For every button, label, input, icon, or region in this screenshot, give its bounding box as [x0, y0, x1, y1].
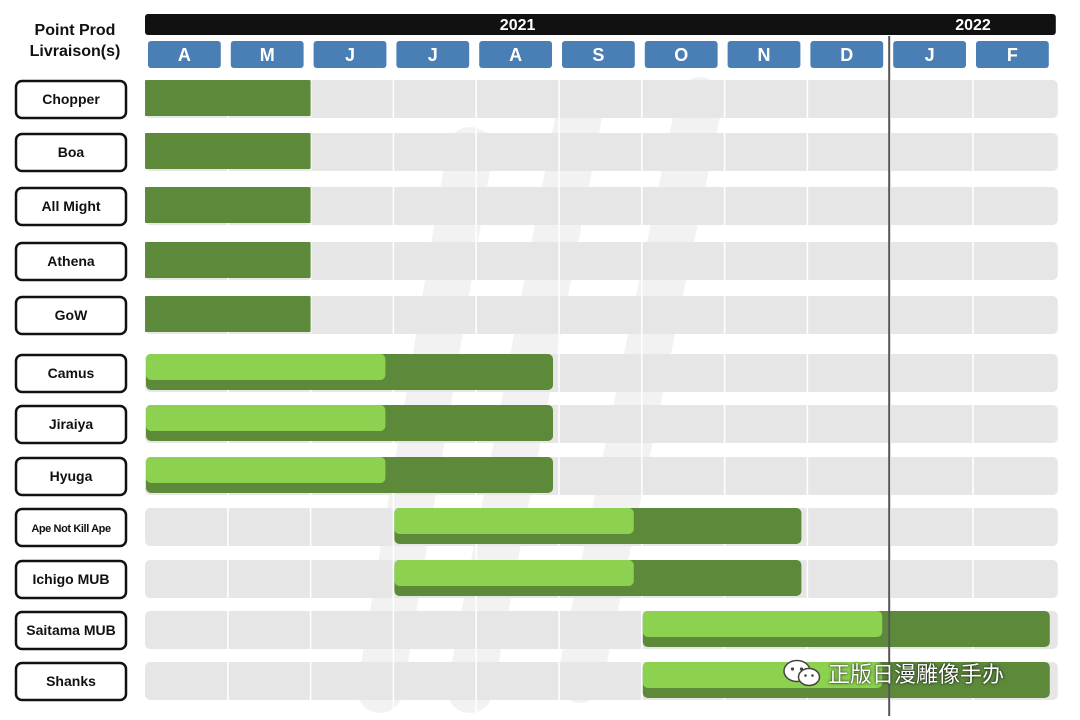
row-label: Shanks — [46, 673, 96, 689]
month-label: O — [674, 45, 688, 65]
bar-dark-all-might — [145, 187, 311, 223]
row-label: Boa — [58, 144, 85, 160]
row-track — [145, 187, 1058, 225]
month-label: A — [509, 45, 522, 65]
month-tab — [230, 41, 304, 68]
row-label: Saitama MUB — [26, 622, 115, 638]
bar-dark-athena — [145, 242, 311, 278]
header-line-1: Point Prod — [34, 22, 116, 39]
month-tab — [148, 41, 221, 68]
bar-dark-boa — [145, 133, 311, 169]
watermark: 正版日漫雕像手办 — [782, 656, 1004, 690]
bar-dark-gow — [145, 296, 311, 332]
row-track — [145, 133, 1058, 171]
chart-header-title: Point Prod Livraison(s) — [14, 20, 136, 62]
wechat-icon — [783, 659, 821, 687]
bar-light-ichigo-mub — [394, 560, 634, 586]
month-label: N — [758, 45, 771, 65]
month-label: M — [260, 45, 275, 65]
header-line-2: Livraison(s) — [29, 43, 121, 60]
month-label: J — [345, 45, 355, 65]
row-label-box — [14, 507, 128, 548]
watermark-text: 正版日漫雕像手办 — [828, 663, 1005, 688]
month-tab — [810, 41, 884, 68]
row-label: Camus — [48, 365, 95, 381]
month-label: D — [840, 45, 853, 65]
row-label: All Might — [41, 198, 100, 214]
row-label: Hyuga — [50, 468, 93, 484]
row-label: Ichigo MUB — [33, 571, 110, 587]
row-track — [145, 80, 1058, 118]
row-label-box — [14, 610, 128, 651]
row-label-box — [14, 404, 128, 445]
row-label-box — [14, 353, 128, 394]
bar-light-shanks — [642, 662, 883, 688]
row-label: Athena — [47, 253, 95, 269]
month-tab — [313, 41, 387, 68]
row-label-box — [14, 559, 128, 600]
bar-light-ape-not-kill-ape — [394, 508, 634, 534]
bar-light-hyuga — [146, 457, 386, 483]
row-label-box — [14, 79, 128, 120]
row-label-box — [14, 661, 128, 702]
row-label-box — [14, 456, 128, 497]
bar-light-camus — [146, 354, 386, 380]
year-bar — [145, 14, 1056, 35]
row-label: Chopper — [42, 91, 100, 107]
month-label: S — [592, 45, 604, 65]
month-label: J — [428, 45, 438, 65]
row-label: GoW — [55, 307, 88, 323]
month-tab — [644, 41, 718, 68]
month-tab — [396, 41, 470, 68]
month-label: A — [178, 45, 191, 65]
bar-light-jiraiya — [146, 405, 386, 431]
row-label: Ape Not Kill Ape — [31, 523, 111, 535]
month-tab — [562, 41, 635, 68]
row-track — [145, 296, 1058, 334]
year-label-2022: 2022 — [955, 17, 991, 34]
bar-light-saitama-mub — [642, 611, 883, 637]
row-label-box — [14, 132, 128, 173]
bar-dark-chopper — [145, 80, 311, 116]
row-label-box — [14, 186, 128, 227]
month-tab — [893, 41, 966, 68]
year-label-2021: 2021 — [500, 17, 536, 34]
month-tab — [976, 41, 1049, 68]
month-tab — [479, 41, 552, 68]
row-label: Jiraiya — [49, 416, 94, 432]
month-tab — [727, 41, 801, 68]
row-label-box — [14, 241, 128, 282]
row-track — [145, 242, 1058, 280]
month-label: J — [925, 45, 935, 65]
month-label: F — [1007, 45, 1018, 65]
row-label-box — [14, 295, 128, 336]
